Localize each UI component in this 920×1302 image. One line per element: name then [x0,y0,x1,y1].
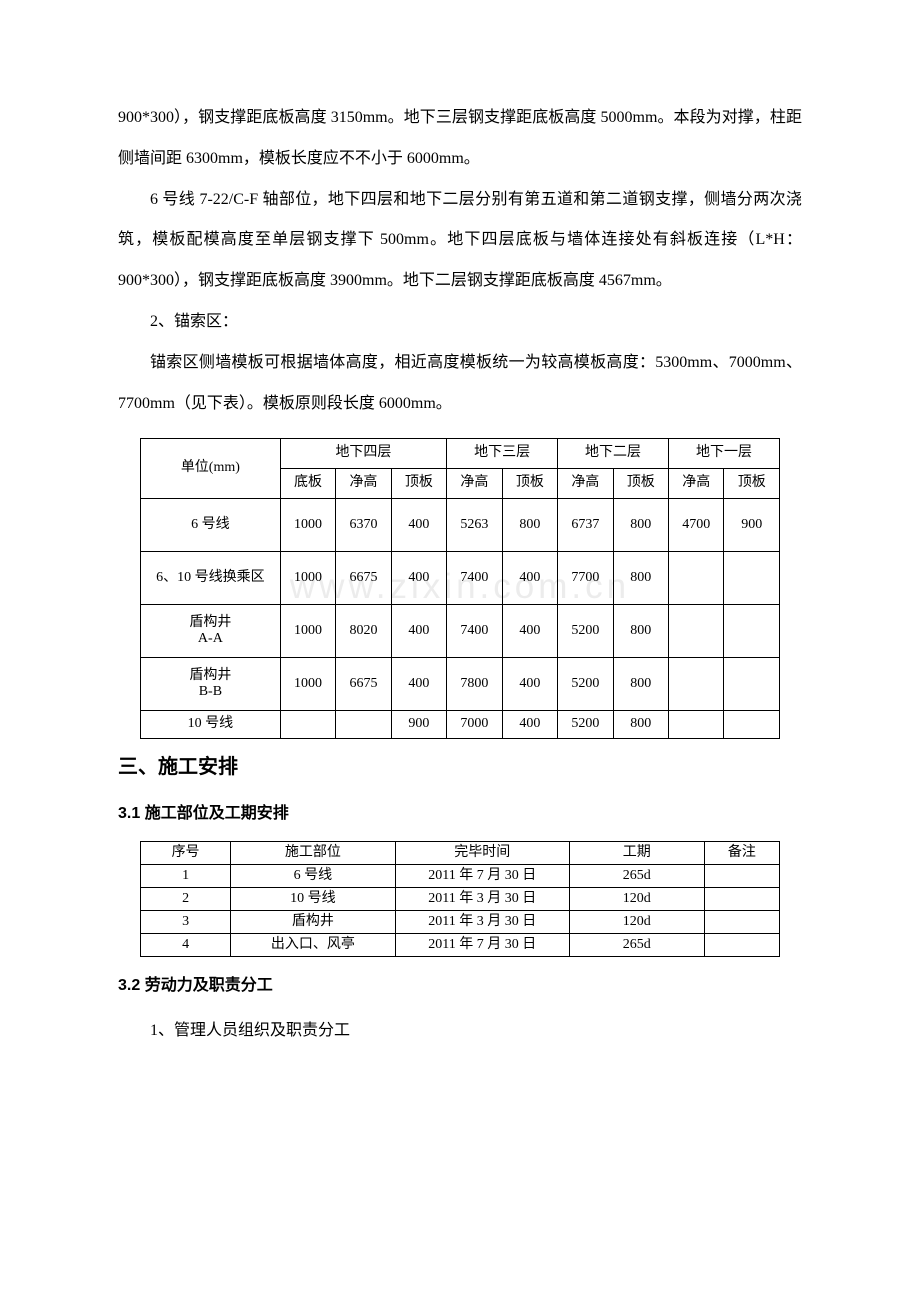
layers-cell [280,711,335,739]
paragraph-4: 锚索区侧墙模板可根据墙体高度，相近高度模板统一为较高模板高度：5300mm、70… [118,343,802,425]
layers-cell [669,658,724,711]
layers-sub: 净高 [447,469,502,499]
layers-cell: 6370 [336,499,391,552]
layers-cell: 800 [613,552,668,605]
paragraph-3-label: 2、锚索区： [118,302,802,343]
layers-cell: 400 [391,552,446,605]
schedule-cell: 2011 年 7 月 30 日 [395,864,569,887]
layers-cell: 1000 [280,552,335,605]
layers-row-name: 盾构井A-A [141,605,281,658]
layers-table: 单位(mm) 地下四层 地下三层 地下二层 地下一层 底板 净高 顶板 净高 顶… [140,438,780,739]
layers-cell: 1000 [280,605,335,658]
schedule-table: 序号 施工部位 完毕时间 工期 备注 16 号线2011 年 7 月 30 日2… [140,841,780,957]
layers-cell: 400 [391,658,446,711]
layers-cell: 400 [391,499,446,552]
heading-4b: 3.2 劳动力及职责分工 [118,973,802,999]
layers-cell: 7700 [558,552,613,605]
layers-cell [669,711,724,739]
schedule-header: 序号 [141,841,231,864]
layers-group-b4: 地下四层 [280,439,446,469]
layers-cell: 8020 [336,605,391,658]
layers-row-name: 6、10 号线换乘区 [141,552,281,605]
layers-cell: 7000 [447,711,502,739]
layers-group-b1: 地下一层 [669,439,780,469]
heading-3: 三、施工安排 [118,751,802,783]
schedule-cell: 120d [569,910,704,933]
layers-row-name: 盾构井B-B [141,658,281,711]
schedule-cell: 6 号线 [231,864,395,887]
layers-cell [724,711,780,739]
layers-cell: 800 [502,499,557,552]
layers-unit-label: 单位(mm) [141,439,281,499]
layers-sub: 底板 [280,469,335,499]
layers-cell: 800 [613,605,668,658]
layers-group-b3: 地下三层 [447,439,558,469]
layers-sub: 顶板 [391,469,446,499]
layers-sub: 顶板 [724,469,780,499]
layers-sub: 净高 [336,469,391,499]
layers-cell [336,711,391,739]
layers-cell: 1000 [280,499,335,552]
layers-cell: 1000 [280,658,335,711]
schedule-header: 完毕时间 [395,841,569,864]
schedule-cell: 265d [569,933,704,956]
layers-sub: 净高 [669,469,724,499]
layers-cell [669,552,724,605]
schedule-cell: 2011 年 7 月 30 日 [395,933,569,956]
schedule-header: 工期 [569,841,704,864]
layers-cell: 7400 [447,552,502,605]
layers-group-b2: 地下二层 [558,439,669,469]
heading-4a: 3.1 施工部位及工期安排 [118,801,802,827]
layers-cell [724,658,780,711]
schedule-cell [704,864,779,887]
layers-row-name: 6 号线 [141,499,281,552]
schedule-header: 备注 [704,841,779,864]
paragraph-1: 900*300），钢支撑距底板高度 3150mm。地下三层钢支撑距底板高度 50… [118,98,802,180]
schedule-cell: 2011 年 3 月 30 日 [395,887,569,910]
layers-cell: 5200 [558,605,613,658]
layers-cell: 400 [502,605,557,658]
layers-cell: 7800 [447,658,502,711]
schedule-cell: 120d [569,887,704,910]
layers-row-name: 10 号线 [141,711,281,739]
schedule-cell: 265d [569,864,704,887]
layers-cell: 400 [502,711,557,739]
layers-cell: 800 [613,499,668,552]
layers-cell [724,605,780,658]
schedule-cell: 2011 年 3 月 30 日 [395,910,569,933]
schedule-cell: 4 [141,933,231,956]
layers-cell: 800 [613,658,668,711]
layers-cell: 400 [391,605,446,658]
schedule-cell [704,933,779,956]
schedule-cell: 10 号线 [231,887,395,910]
layers-cell: 400 [502,658,557,711]
schedule-cell: 2 [141,887,231,910]
schedule-cell [704,910,779,933]
schedule-cell: 1 [141,864,231,887]
layers-cell: 900 [724,499,780,552]
layers-cell: 6675 [336,658,391,711]
layers-cell: 5263 [447,499,502,552]
layers-cell: 900 [391,711,446,739]
layers-cell: 6737 [558,499,613,552]
schedule-cell [704,887,779,910]
layers-sub: 净高 [558,469,613,499]
schedule-cell: 盾构井 [231,910,395,933]
layers-cell: 7400 [447,605,502,658]
schedule-header: 施工部位 [231,841,395,864]
schedule-cell: 出入口、风亭 [231,933,395,956]
layers-cell [724,552,780,605]
layers-cell: 5200 [558,658,613,711]
layers-cell: 800 [613,711,668,739]
layers-cell [669,605,724,658]
layers-sub: 顶板 [502,469,557,499]
schedule-cell: 3 [141,910,231,933]
layers-cell: 6675 [336,552,391,605]
layers-cell: 4700 [669,499,724,552]
paragraph-2: 6 号线 7-22/C-F 轴部位，地下四层和地下二层分别有第五道和第二道钢支撑… [118,180,802,302]
layers-cell: 5200 [558,711,613,739]
layers-sub: 顶板 [613,469,668,499]
layers-cell: 400 [502,552,557,605]
footer-paragraph: 1、管理人员组织及职责分工 [118,1011,802,1052]
